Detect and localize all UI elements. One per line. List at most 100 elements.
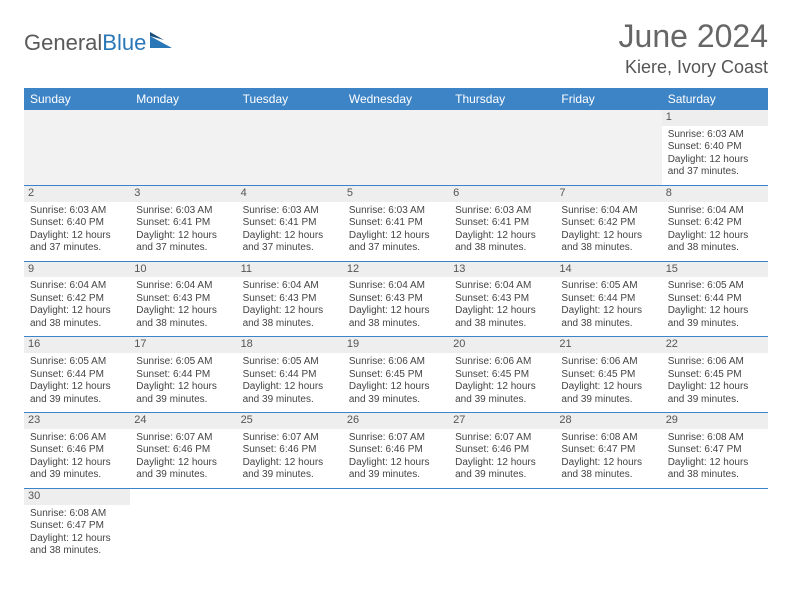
day-cell: 17Sunrise: 6:05 AMSunset: 6:44 PMDayligh… — [130, 337, 236, 413]
daylight-line: Daylight: 12 hours and 38 minutes. — [561, 230, 655, 255]
sunrise-line: Sunrise: 6:03 AM — [349, 205, 443, 218]
day-cell: 12Sunrise: 6:04 AMSunset: 6:43 PMDayligh… — [343, 261, 449, 337]
daylight-line: Daylight: 12 hours and 37 minutes. — [668, 154, 762, 179]
day-number: 20 — [449, 337, 555, 353]
weekday-header: Monday — [130, 88, 236, 110]
daylight-line: Daylight: 12 hours and 39 minutes. — [668, 381, 762, 406]
calendar-row: 30 Sunrise: 6:08 AMSunset: 6:47 PMDayligh… — [24, 488, 768, 563]
sunrise-line: Sunrise: 6:07 AM — [349, 432, 443, 445]
daylight-line: Daylight: 12 hours and 38 minutes. — [243, 305, 337, 330]
sunset-line: Sunset: 6:42 PM — [561, 217, 655, 230]
day-cell: 26Sunrise: 6:07 AMSunset: 6:46 PMDayligh… — [343, 413, 449, 489]
daylight-line: Daylight: 12 hours and 38 minutes. — [561, 305, 655, 330]
sunset-line: Sunset: 6:44 PM — [243, 369, 337, 382]
sunset-line: Sunset: 6:41 PM — [455, 217, 549, 230]
daylight-line: Daylight: 12 hours and 39 minutes. — [243, 457, 337, 482]
day-number: 19 — [343, 337, 449, 353]
sunrise-line: Sunrise: 6:04 AM — [561, 205, 655, 218]
day-cell: 9Sunrise: 6:04 AMSunset: 6:42 PMDaylight… — [24, 261, 130, 337]
calendar-body: 1Sunrise: 6:03 AMSunset: 6:40 PMDaylight… — [24, 110, 768, 564]
sunrise-line: Sunrise: 6:04 AM — [30, 280, 124, 293]
sunset-line: Sunset: 6:40 PM — [668, 141, 762, 154]
sunrise-line: Sunrise: 6:05 AM — [30, 356, 124, 369]
sunset-line: Sunset: 6:47 PM — [30, 520, 124, 533]
calendar-table: SundayMondayTuesdayWednesdayThursdayFrid… — [24, 88, 768, 564]
empty-cell — [343, 488, 449, 563]
day-number: 12 — [343, 262, 449, 278]
day-number: 3 — [130, 186, 236, 202]
sunset-line: Sunset: 6:43 PM — [455, 293, 549, 306]
day-number: 24 — [130, 413, 236, 429]
sunrise-line: Sunrise: 6:03 AM — [668, 129, 762, 142]
day-cell: 30 Sunrise: 6:08 AMSunset: 6:47 PMDayligh… — [24, 488, 130, 563]
day-number: 11 — [237, 262, 343, 278]
day-cell: 29Sunrise: 6:08 AMSunset: 6:47 PMDayligh… — [662, 413, 768, 489]
day-number: 21 — [555, 337, 661, 353]
empty-cell — [237, 110, 343, 185]
daylight-line: Daylight: 12 hours and 38 minutes. — [455, 305, 549, 330]
sunrise-line: Sunrise: 6:05 AM — [668, 280, 762, 293]
day-number: 25 — [237, 413, 343, 429]
day-number: 4 — [237, 186, 343, 202]
empty-cell — [555, 110, 661, 185]
daylight-line: Daylight: 12 hours and 37 minutes. — [30, 230, 124, 255]
month-title: June 2024 — [619, 18, 768, 55]
sunset-line: Sunset: 6:46 PM — [136, 444, 230, 457]
calendar-row: 2Sunrise: 6:03 AMSunset: 6:40 PMDaylight… — [24, 185, 768, 261]
sunset-line: Sunset: 6:47 PM — [561, 444, 655, 457]
empty-cell — [24, 110, 130, 185]
sunset-line: Sunset: 6:45 PM — [668, 369, 762, 382]
daylight-line: Daylight: 12 hours and 38 minutes. — [30, 533, 124, 558]
empty-cell — [130, 488, 236, 563]
empty-cell — [555, 488, 661, 563]
sunset-line: Sunset: 6:40 PM — [30, 217, 124, 230]
empty-cell — [237, 488, 343, 563]
sunrise-line: Sunrise: 6:04 AM — [455, 280, 549, 293]
sunrise-line: Sunrise: 6:08 AM — [561, 432, 655, 445]
daylight-line: Daylight: 12 hours and 37 minutes. — [243, 230, 337, 255]
weekday-header: Sunday — [24, 88, 130, 110]
sunrise-line: Sunrise: 6:03 AM — [455, 205, 549, 218]
day-cell: 15Sunrise: 6:05 AMSunset: 6:44 PMDayligh… — [662, 261, 768, 337]
sunrise-line: Sunrise: 6:03 AM — [243, 205, 337, 218]
daylight-line: Daylight: 12 hours and 38 minutes. — [455, 230, 549, 255]
empty-cell — [449, 110, 555, 185]
day-cell: 2Sunrise: 6:03 AMSunset: 6:40 PMDaylight… — [24, 185, 130, 261]
daylight-line: Daylight: 12 hours and 39 minutes. — [243, 381, 337, 406]
sunrise-line: Sunrise: 6:04 AM — [243, 280, 337, 293]
daylight-line: Daylight: 12 hours and 39 minutes. — [30, 381, 124, 406]
calendar-row: 23Sunrise: 6:06 AMSunset: 6:46 PMDayligh… — [24, 413, 768, 489]
sunset-line: Sunset: 6:44 PM — [668, 293, 762, 306]
daylight-line: Daylight: 12 hours and 37 minutes. — [349, 230, 443, 255]
daylight-line: Daylight: 12 hours and 39 minutes. — [349, 457, 443, 482]
sunset-line: Sunset: 6:45 PM — [455, 369, 549, 382]
sunset-line: Sunset: 6:45 PM — [561, 369, 655, 382]
sunset-line: Sunset: 6:41 PM — [136, 217, 230, 230]
day-number: 23 — [24, 413, 130, 429]
sunset-line: Sunset: 6:43 PM — [136, 293, 230, 306]
day-number: 30 — [24, 489, 130, 505]
day-cell: 14Sunrise: 6:05 AMSunset: 6:44 PMDayligh… — [555, 261, 661, 337]
day-cell: 16Sunrise: 6:05 AMSunset: 6:44 PMDayligh… — [24, 337, 130, 413]
weekday-header: Saturday — [662, 88, 768, 110]
day-cell: 3 Sunrise: 6:03 AMSunset: 6:41 PMDaylight… — [130, 185, 236, 261]
daylight-line: Daylight: 12 hours and 39 minutes. — [455, 457, 549, 482]
sunrise-line: Sunrise: 6:05 AM — [243, 356, 337, 369]
sunset-line: Sunset: 6:47 PM — [668, 444, 762, 457]
sunrise-line: Sunrise: 6:03 AM — [136, 205, 230, 218]
sunrise-line: Sunrise: 6:08 AM — [30, 508, 124, 521]
daylight-line: Daylight: 12 hours and 37 minutes. — [136, 230, 230, 255]
day-number: 8 — [662, 186, 768, 202]
sunrise-line: Sunrise: 6:04 AM — [668, 205, 762, 218]
calendar-row: 1Sunrise: 6:03 AMSunset: 6:40 PMDaylight… — [24, 110, 768, 185]
day-cell: 4 Sunrise: 6:03 AMSunset: 6:41 PMDaylight… — [237, 185, 343, 261]
sunrise-line: Sunrise: 6:04 AM — [349, 280, 443, 293]
sunset-line: Sunset: 6:41 PM — [243, 217, 337, 230]
daylight-line: Daylight: 12 hours and 39 minutes. — [349, 381, 443, 406]
daylight-line: Daylight: 12 hours and 39 minutes. — [136, 457, 230, 482]
weekday-header: Tuesday — [237, 88, 343, 110]
day-cell: 11Sunrise: 6:04 AMSunset: 6:43 PMDayligh… — [237, 261, 343, 337]
daylight-line: Daylight: 12 hours and 39 minutes. — [455, 381, 549, 406]
day-cell: 25Sunrise: 6:07 AMSunset: 6:46 PMDayligh… — [237, 413, 343, 489]
day-cell: 13Sunrise: 6:04 AMSunset: 6:43 PMDayligh… — [449, 261, 555, 337]
